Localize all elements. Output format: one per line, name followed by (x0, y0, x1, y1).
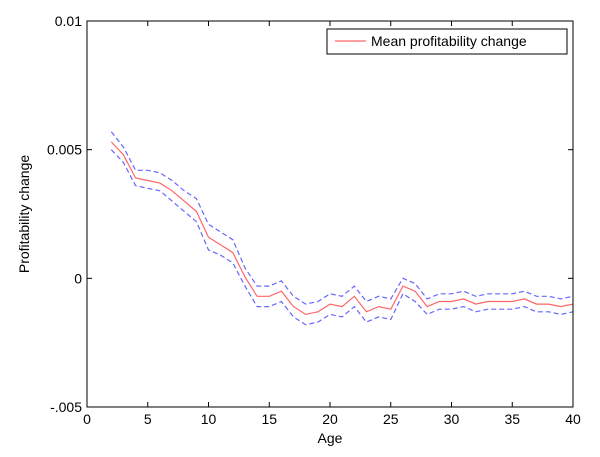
plot-background (87, 21, 573, 407)
x-tick-label: 40 (565, 411, 581, 427)
x-tick-label: 30 (444, 411, 460, 427)
x-tick-label: 15 (261, 411, 277, 427)
x-tick-label: 35 (504, 411, 520, 427)
x-tick-label: 25 (383, 411, 399, 427)
y-tick-label: -.005 (50, 399, 82, 415)
x-tick-label: 20 (322, 411, 338, 427)
legend-box (326, 28, 568, 55)
x-axis-label: Age (318, 430, 343, 446)
series-layer (110, 131, 574, 326)
y-tick-label: 0.01 (55, 13, 82, 29)
y-tick-label: 0.005 (47, 142, 82, 158)
series-line-mean (110, 141, 574, 316)
y-tick-label: 0 (74, 270, 82, 286)
x-axis-ticks: 0 5 10 15 20 25 30 35 40 (83, 21, 581, 427)
y-axis-ticks: -.005 0 0.005 0.01 (47, 13, 573, 415)
plot-frame (86, 20, 574, 408)
legend: Mean profitability change (326, 28, 568, 55)
x-tick-label: 5 (144, 411, 152, 427)
x-tick-label: 0 (83, 411, 91, 427)
series-line-confidence-band (110, 149, 574, 326)
series-line-confidence-band (110, 131, 574, 305)
x-tick-label: 10 (201, 411, 217, 427)
legend-label-mean: Mean profitability change (371, 33, 527, 49)
y-axis-label: Profitability change (16, 155, 32, 274)
